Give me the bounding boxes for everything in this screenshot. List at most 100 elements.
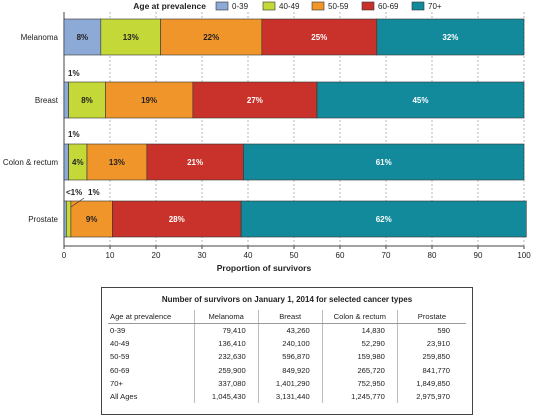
table-cell-value: 79,410	[193, 323, 259, 338]
table-cell-value: 841,770	[396, 363, 466, 377]
table-cell-value: 590	[396, 323, 466, 338]
bar-segment	[63, 143, 69, 181]
table-cell-value: 2,975,970	[396, 389, 466, 404]
table-cell-value: 240,100	[257, 337, 323, 351]
table-header-prostate: Prostate	[396, 310, 466, 324]
table-row-40-49: 40-49 136,410 240,100 52,290 23,910	[108, 337, 466, 351]
x-tick-label: 80	[428, 251, 437, 260]
legend-label: 50-59	[328, 2, 349, 11]
leader-line	[70, 197, 85, 208]
category-label: Melanoma	[21, 33, 59, 42]
table-cell-value: 1,245,770	[321, 389, 398, 404]
bar-segment	[63, 200, 67, 238]
table-row-0-39: 0-39 79,410 43,260 14,830 590	[108, 323, 466, 338]
table-cell-value: 337,080	[193, 376, 259, 390]
table-row-50-59: 50-59 232,630 596,870 159,980 259,850	[108, 350, 466, 364]
table-header-row: Age at prevalence Melanoma Breast Colon …	[108, 310, 466, 324]
bar-segment	[63, 81, 69, 119]
data-label-outside: 1%	[68, 69, 80, 78]
table-cell-age: 50-59	[110, 352, 130, 362]
table-cell-age: 60-69	[110, 365, 130, 375]
x-tick-label: 30	[198, 251, 207, 260]
table-cell-value: 265,720	[321, 363, 398, 377]
bar-segment	[112, 200, 242, 238]
legend-swatch	[411, 1, 425, 11]
data-label: 8%	[77, 33, 89, 42]
table-cell-value: 159,980	[321, 350, 398, 364]
x-tick-label: 100	[517, 251, 531, 260]
x-tick-label: 10	[106, 251, 115, 260]
bar-segment	[70, 200, 113, 238]
data-label: 45%	[412, 96, 428, 105]
legend-label: 60-69	[378, 2, 399, 11]
data-label: 4%	[72, 158, 84, 167]
table-cell-value: 259,900	[193, 363, 259, 377]
table-cell-value: 43,260	[257, 323, 323, 338]
table-cell-value: 136,410	[193, 337, 259, 351]
table-cell-value: 596,870	[257, 350, 323, 364]
legend-label: 40-49	[279, 2, 300, 11]
table-cell-value: 849,920	[257, 363, 323, 377]
table-row-70-plus: 70+ 337,080 1,401,290 752,950 1,849,850	[108, 376, 466, 390]
legend-label: 0-39	[232, 2, 249, 11]
legend-swatch	[215, 1, 229, 11]
x-tick-label: 60	[336, 251, 345, 260]
table-cell-age: 0-39	[110, 326, 126, 336]
bar-segment	[240, 200, 527, 238]
bar-segment	[160, 18, 263, 56]
category-label: Colon & rectum	[3, 158, 58, 167]
data-label: 61%	[376, 158, 392, 167]
data-label: 13%	[109, 158, 125, 167]
data-label: 9%	[86, 215, 98, 224]
table-cell-value: 1,045,430	[193, 389, 259, 404]
table-cell-age: 70+	[110, 378, 123, 388]
table-header-breast: Breast	[257, 310, 323, 324]
table-cell-value: 3,131,440	[257, 389, 323, 404]
table-header-melanoma: Melanoma	[193, 310, 259, 324]
bar-segment	[316, 81, 525, 119]
x-axis-label: Proportion of survivors	[217, 263, 312, 273]
bar-segment	[100, 18, 161, 56]
data-label: 27%	[247, 96, 263, 105]
survivors-table-panel: Number of survivors on January 1, 2014 f…	[101, 287, 473, 415]
table-cell-value: 1,401,290	[257, 376, 323, 390]
legend-label: 70+	[428, 2, 442, 11]
table-title: Number of survivors on January 1, 2014 f…	[161, 295, 413, 304]
table-row-60-69: 60-69 259,900 849,920 265,720 841,770	[108, 363, 466, 377]
table-cell-value: 52,290	[321, 337, 398, 351]
legend-swatch	[361, 1, 375, 11]
data-label: 28%	[169, 215, 185, 224]
bar-segment	[86, 143, 148, 181]
data-label-outside: 1%	[88, 188, 100, 197]
x-tick-label: 90	[474, 251, 483, 260]
table-cell-value: 23,910	[396, 337, 466, 351]
table-cell-value: 259,850	[396, 350, 466, 364]
bar-segment	[261, 18, 378, 56]
data-label: 62%	[376, 215, 392, 224]
data-label: 32%	[442, 33, 458, 42]
x-tick-label: 0	[62, 251, 67, 260]
table-cell-value: 14,830	[321, 323, 398, 338]
bar-segment	[146, 143, 244, 181]
bar-segment	[68, 81, 106, 119]
stacked-bar-chart: 0 10 20 30 40 50 60 70 80 90 100 Proportion of surv…	[3, 1, 531, 273]
data-label: 19%	[141, 96, 157, 105]
table-header-colon-rectum: Colon & rectum	[321, 310, 398, 324]
table-cell-age: All Ages	[110, 392, 138, 402]
survivors-table: Age at prevalence Melanoma Breast Colon …	[108, 310, 466, 404]
category-label: Prostate	[28, 215, 58, 224]
data-label: 8%	[81, 96, 93, 105]
bar-segment	[192, 81, 318, 119]
x-tick-label: 50	[290, 251, 299, 260]
bar-segment	[63, 18, 102, 56]
bar-segment	[243, 143, 525, 181]
data-label-outside: <1%	[66, 188, 82, 197]
table-cell-value: 752,950	[321, 376, 398, 390]
x-tick-label: 40	[244, 251, 253, 260]
x-tick-label: 20	[152, 251, 161, 260]
legend-swatch	[311, 1, 325, 11]
data-label: 21%	[187, 158, 203, 167]
data-label-outside: 1%	[68, 130, 80, 139]
legend-swatch	[262, 1, 276, 11]
legend-title: Age at prevalence	[133, 1, 206, 11]
